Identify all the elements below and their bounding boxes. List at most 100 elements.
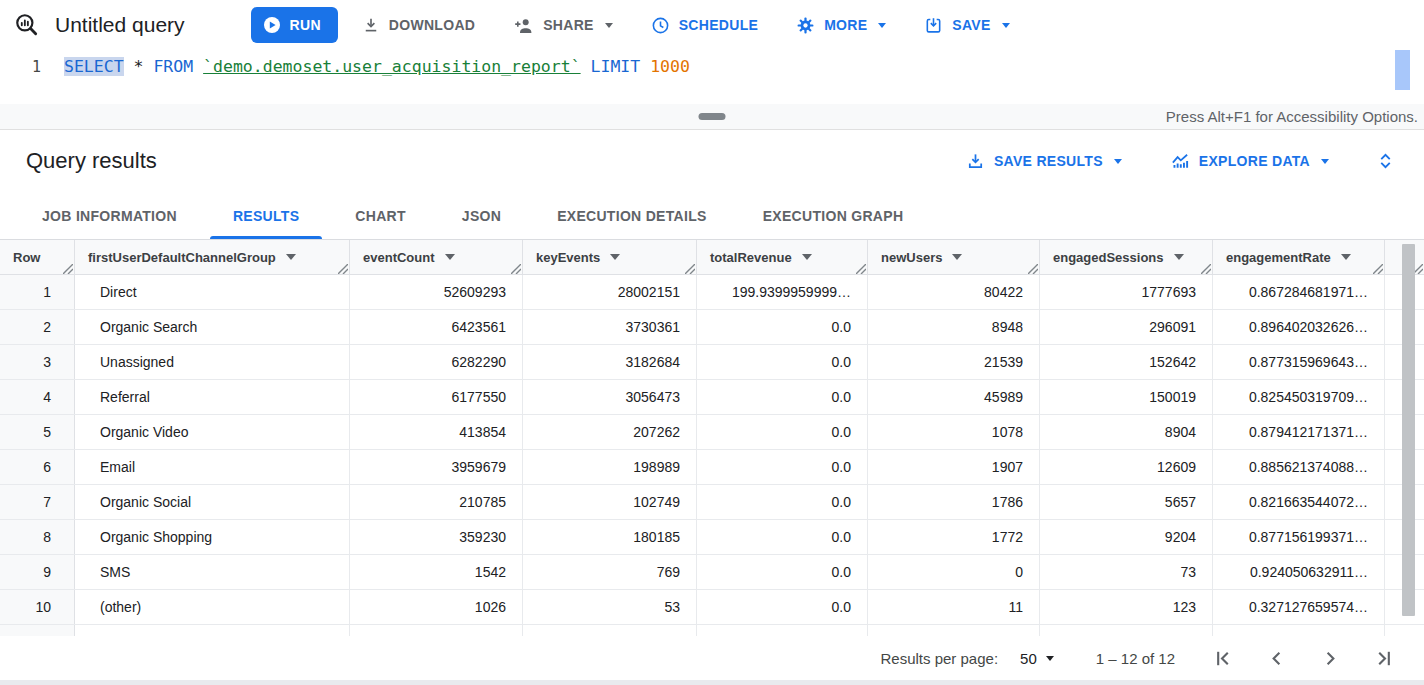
sql-table-reference-link[interactable]: `demo.demoset.user_acquisition_report` xyxy=(203,57,581,76)
table-cell: 9 xyxy=(1040,625,1213,636)
table-cell: 80422 xyxy=(868,275,1040,309)
column-menu-icon[interactable] xyxy=(1341,254,1351,260)
column-menu-icon[interactable] xyxy=(445,254,455,260)
tab-json[interactable]: JSON xyxy=(439,192,524,239)
column-menu-icon[interactable] xyxy=(1174,254,1184,260)
explore-data-label: EXPLORE DATA xyxy=(1199,153,1310,169)
download-icon xyxy=(362,16,380,34)
sql-keyword-from: FROM xyxy=(153,57,193,76)
expand-collapse-icon[interactable] xyxy=(1377,151,1394,171)
table-cell: SMS xyxy=(75,555,350,589)
table-cell: 199.9399959999… xyxy=(697,275,868,309)
table-cell: 0.924050632911… xyxy=(1213,555,1385,589)
run-label: RUN xyxy=(290,17,321,33)
table-cell: 104 xyxy=(523,625,697,636)
table-footer: Results per page: 50 1 – 12 of 12 xyxy=(0,636,1424,680)
save-results-button[interactable]: SAVE RESULTS xyxy=(966,152,1122,171)
table-row: 5Organic Video4138542072620.0107889040.8… xyxy=(0,415,1424,450)
row-number-cell: 1 xyxy=(0,275,75,309)
column-label: newUsers xyxy=(881,250,942,265)
column-resize-handle[interactable] xyxy=(511,264,521,274)
column-header-totalrevenue[interactable]: totalRevenue xyxy=(697,240,868,274)
download-label: DOWNLOAD xyxy=(389,17,475,33)
table-cell: 0.0 xyxy=(697,625,868,636)
column-resize-handle[interactable] xyxy=(685,264,695,274)
table-scrollbar-thumb[interactable] xyxy=(1402,244,1415,616)
table-cell: 3056473 xyxy=(523,380,697,414)
share-button[interactable]: SHARE xyxy=(513,16,613,34)
line-number: 1 xyxy=(0,50,48,104)
table-cell: (other) xyxy=(75,590,350,624)
chevron-down-icon xyxy=(1114,159,1122,164)
table-cell: 359230 xyxy=(350,520,523,554)
table-cell: 1907 xyxy=(868,450,1040,484)
column-resize-handle[interactable] xyxy=(63,264,73,274)
column-header-newusers[interactable]: newUsers xyxy=(868,240,1040,274)
run-button[interactable]: RUN xyxy=(251,7,338,43)
column-header-keyevents[interactable]: keyEvents xyxy=(523,240,697,274)
table-cell: 0.0 xyxy=(697,555,868,589)
save-button[interactable]: SAVE xyxy=(924,16,1009,35)
column-resize-handle[interactable] xyxy=(1201,264,1211,274)
schedule-button[interactable]: SCHEDULE xyxy=(651,16,758,35)
page-size-select[interactable]: 50 xyxy=(1020,650,1054,667)
clock-icon xyxy=(651,16,670,35)
last-page-icon[interactable] xyxy=(1373,647,1396,670)
table-cell: 0.825450319709… xyxy=(1213,380,1385,414)
table-row: 2Organic Search642356137303610.089482960… xyxy=(0,310,1424,345)
table-cell: 6 xyxy=(868,625,1040,636)
column-header-row[interactable]: Row xyxy=(0,240,75,274)
more-button[interactable]: MORE xyxy=(796,16,886,35)
accessibility-note: Press Alt+F1 for Accessibility Options. xyxy=(1166,108,1418,125)
column-menu-icon[interactable] xyxy=(952,254,962,260)
save-results-icon xyxy=(966,152,985,171)
editor-scrollbar-thumb[interactable] xyxy=(1395,50,1410,90)
column-label: keyEvents xyxy=(536,250,600,265)
table-cell: 152642 xyxy=(1040,345,1213,379)
column-resize-handle[interactable] xyxy=(1373,264,1383,274)
column-menu-icon[interactable] xyxy=(802,254,812,260)
tab-execution-graph[interactable]: EXECUTION GRAPH xyxy=(740,192,927,239)
row-number-cell: 10 xyxy=(0,590,75,624)
table-cell: 8904 xyxy=(1040,415,1213,449)
column-resize-handle[interactable] xyxy=(856,264,866,274)
next-page-icon[interactable] xyxy=(1319,647,1342,670)
table-cell: 227 xyxy=(350,625,523,636)
table-cell: 9204 xyxy=(1040,520,1213,554)
column-header-eventcount[interactable]: eventCount xyxy=(350,240,523,274)
explore-data-button[interactable]: EXPLORE DATA xyxy=(1170,152,1329,171)
table-cell: 0.879412171371… xyxy=(1213,415,1385,449)
table-row: 1Direct5260929328002151199.9399959999…80… xyxy=(0,275,1424,310)
table-cell: 0.0 xyxy=(697,380,868,414)
tab-results[interactable]: RESULTS xyxy=(210,192,322,239)
table-cell: Organic Social xyxy=(75,485,350,519)
table-cell: 0.327127659574… xyxy=(1213,590,1385,624)
column-header-firstuserdefaultchannelgroup[interactable]: firstUserDefaultChannelGroup xyxy=(75,240,350,274)
table-cell: 0.896402032626… xyxy=(1213,310,1385,344)
table-cell: 6282290 xyxy=(350,345,523,379)
table-cell: 180185 xyxy=(523,520,697,554)
sql-code-line[interactable]: SELECT * FROM `demo.demoset.user_acquisi… xyxy=(48,50,690,104)
previous-page-icon[interactable] xyxy=(1265,647,1288,670)
first-page-icon[interactable] xyxy=(1211,647,1234,670)
table-cell: 150019 xyxy=(1040,380,1213,414)
more-label: MORE xyxy=(824,17,867,33)
tabs: JOB INFORMATIONRESULTSCHARTJSONEXECUTION… xyxy=(0,192,1424,240)
play-circle-icon xyxy=(263,16,281,34)
column-resize-handle[interactable] xyxy=(1028,264,1038,274)
bottom-scrollbar-track[interactable] xyxy=(0,680,1424,685)
column-header-engagementrate[interactable]: engagementRate xyxy=(1213,240,1385,274)
table-cell: Organic Search xyxy=(75,310,350,344)
column-resize-handle[interactable] xyxy=(338,264,348,274)
column-header-engagedsessions[interactable]: engagedSessions xyxy=(1040,240,1213,274)
column-menu-icon[interactable] xyxy=(286,254,296,260)
download-button[interactable]: DOWNLOAD xyxy=(362,16,475,34)
splitter-drag-handle[interactable] xyxy=(699,113,726,120)
tab-job-information[interactable]: JOB INFORMATION xyxy=(19,192,200,239)
table-cell: 21539 xyxy=(868,345,1040,379)
sql-editor[interactable]: 1 SELECT * FROM `demo.demoset.user_acqui… xyxy=(0,50,1424,104)
tab-execution-details[interactable]: EXECUTION DETAILS xyxy=(534,192,730,239)
column-menu-icon[interactable] xyxy=(610,254,620,260)
table-cell: 1772 xyxy=(868,520,1040,554)
tab-chart[interactable]: CHART xyxy=(332,192,429,239)
